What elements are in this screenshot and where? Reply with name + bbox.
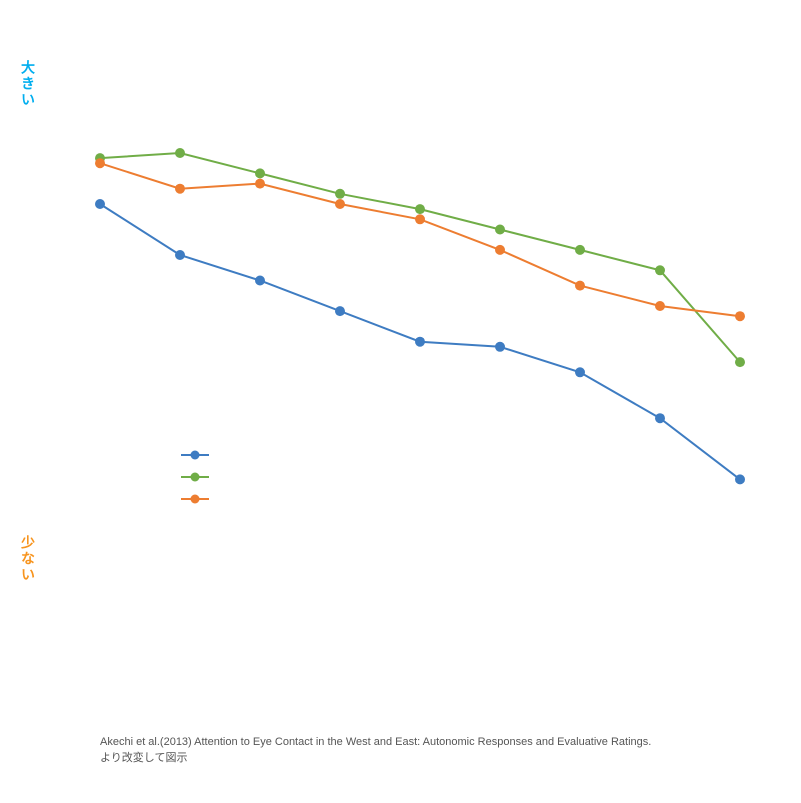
- series-green-marker: [655, 265, 665, 275]
- series-green-marker: [255, 168, 265, 178]
- series-orange-marker: [575, 281, 585, 291]
- series-orange-marker: [415, 214, 425, 224]
- chart-container: 大きい 少ない Akechi et al.(2013) Attention to…: [0, 0, 801, 803]
- series-blue-marker: [735, 474, 745, 484]
- legend-marker-series-blue: [191, 451, 200, 460]
- series-blue-marker: [335, 306, 345, 316]
- series-green-marker: [335, 189, 345, 199]
- legend-marker-series-orange: [191, 495, 200, 504]
- series-orange-marker: [175, 184, 185, 194]
- series-blue-marker: [255, 276, 265, 286]
- series-green-marker: [415, 204, 425, 214]
- series-orange-marker: [335, 199, 345, 209]
- series-orange-marker: [655, 301, 665, 311]
- series-blue-marker: [415, 337, 425, 347]
- series-blue-marker: [575, 367, 585, 377]
- citation-line-1: Akechi et al.(2013) Attention to Eye Con…: [100, 736, 651, 748]
- series-blue-marker: [95, 199, 105, 209]
- series-orange-line: [100, 163, 740, 316]
- legend-marker-series-green: [191, 473, 200, 482]
- series-green-marker: [575, 245, 585, 255]
- series-blue-marker: [175, 250, 185, 260]
- citation-line-2: より改変して図示: [100, 752, 187, 764]
- series-orange-marker: [255, 179, 265, 189]
- series-green-marker: [495, 225, 505, 235]
- series-green-marker: [735, 357, 745, 367]
- series-green-line: [100, 153, 740, 362]
- series-blue-marker: [655, 413, 665, 423]
- series-orange-marker: [735, 311, 745, 321]
- line-chart: [0, 0, 801, 803]
- series-orange-marker: [495, 245, 505, 255]
- citation-text: Akechi et al.(2013) Attention to Eye Con…: [100, 735, 740, 767]
- series-orange-marker: [95, 158, 105, 168]
- series-blue-marker: [495, 342, 505, 352]
- series-green-marker: [175, 148, 185, 158]
